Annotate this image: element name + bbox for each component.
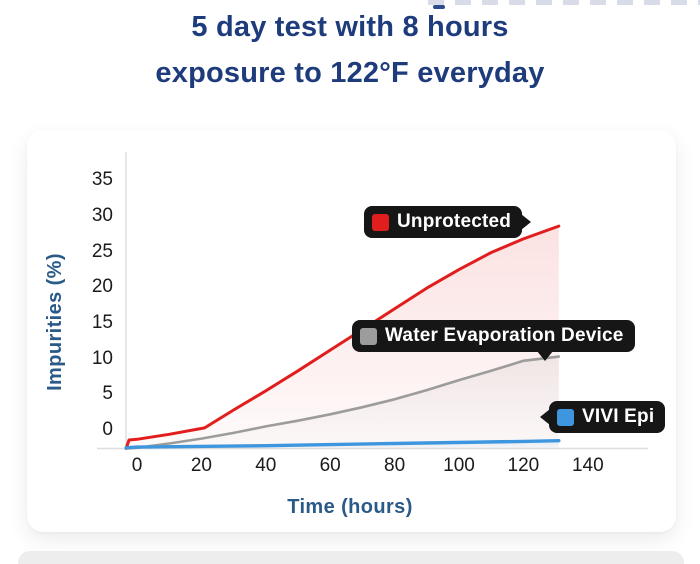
x-tick-label: 80 xyxy=(384,455,406,476)
series-line-unprotected xyxy=(124,224,561,450)
cropped-text-speck xyxy=(433,5,445,9)
x-axis-title: Time (hours) xyxy=(287,496,413,518)
callout-pointer-right-icon xyxy=(521,214,532,230)
series-label-vivi-epi-text: VIVI Epi xyxy=(582,406,655,427)
callout-pointer-left-icon xyxy=(540,409,550,425)
line-chart xyxy=(97,152,648,450)
x-tick-label: 0 xyxy=(131,455,143,476)
x-tick-label: 140 xyxy=(571,455,604,476)
series-label-water-evaporation-device-text: Water Evaporation Device xyxy=(385,325,624,346)
page-title-line2: exposure to 122°F everyday xyxy=(155,57,545,89)
x-tick-label: 120 xyxy=(507,455,540,476)
next-section-edge xyxy=(18,551,684,564)
chart-card: Impurities (%) Time (hours) Unprotected … xyxy=(27,130,676,532)
y-tick-label: 35 xyxy=(91,169,113,191)
series-label-unprotected-text: Unprotected xyxy=(397,211,512,232)
y-tick-label: 15 xyxy=(91,312,113,334)
y-tick-label: 10 xyxy=(91,347,113,369)
series-line-vivi-epi xyxy=(124,439,561,450)
series-label-unprotected: Unprotected xyxy=(364,206,532,238)
cropped-text-artifact xyxy=(428,0,700,9)
y-tick-label: 0 xyxy=(102,419,113,440)
series-label-vivi-epi: VIVI Epi xyxy=(540,401,666,433)
y-tick-label: 30 xyxy=(91,205,113,227)
page-title: 5 day test with 8 hours exposure to 122°… xyxy=(0,4,700,96)
vivi-epi-swatch-icon xyxy=(557,408,574,426)
series-area-water-evaporation-device xyxy=(126,356,559,449)
y-tick-label: 25 xyxy=(91,240,113,262)
water-evaporation-device-swatch-icon xyxy=(360,327,377,345)
x-tick-label: 40 xyxy=(255,455,277,476)
y-tick-label: 5 xyxy=(102,383,113,405)
x-tick-label: 100 xyxy=(443,455,475,476)
y-tick-label: 20 xyxy=(91,276,113,298)
unprotected-swatch-icon xyxy=(372,213,389,231)
x-tick-label: 60 xyxy=(319,455,341,476)
callout-pointer-down-icon xyxy=(537,351,553,361)
series-label-water-evaporation-device: Water Evaporation Device xyxy=(352,320,635,361)
page-title-line1: 5 day test with 8 hours xyxy=(191,11,509,43)
x-tick-label: 20 xyxy=(190,455,212,476)
series-line-water-evaporation-device xyxy=(124,355,561,450)
